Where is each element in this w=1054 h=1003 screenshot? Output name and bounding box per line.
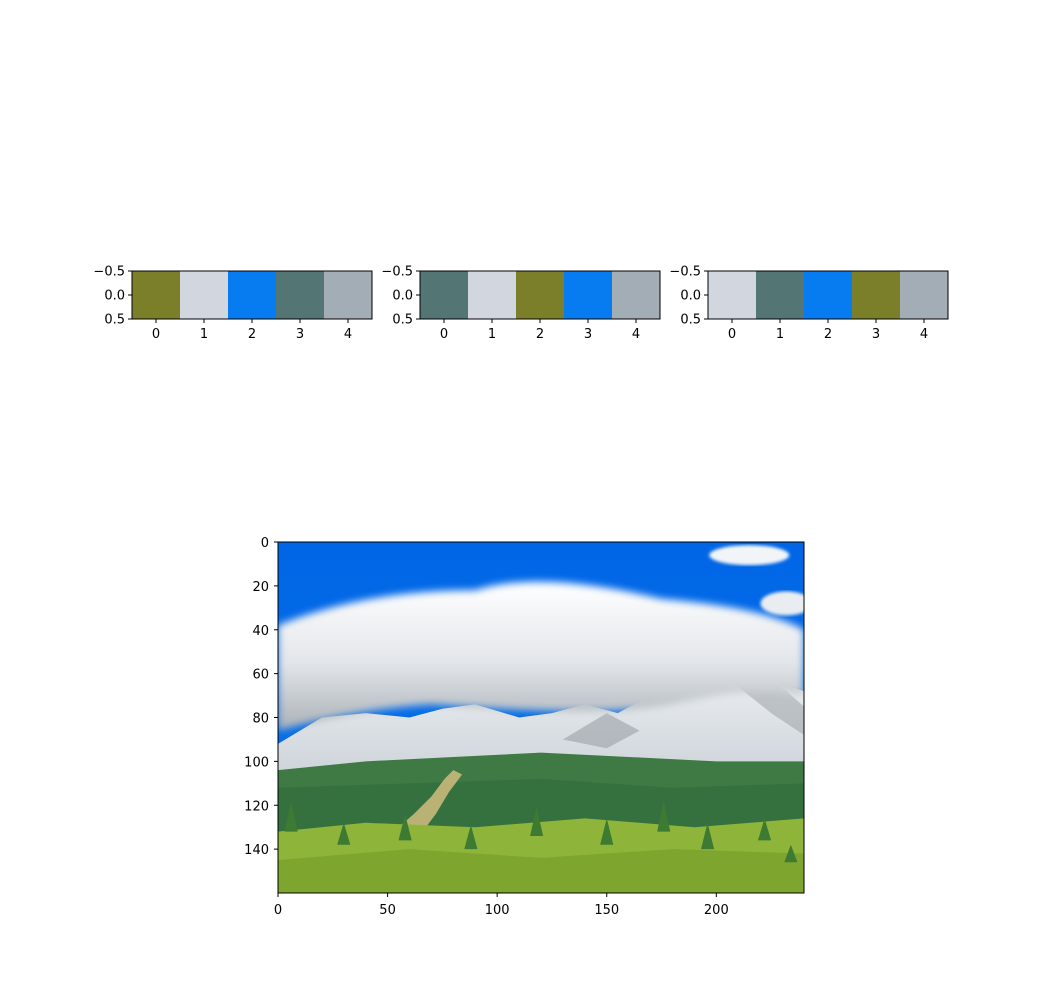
image-ticks: 0 50 100 150 200 0 20 40 60 80 100 120 140 (244, 536, 805, 918)
x-tick-label: 2 (248, 327, 256, 342)
swatch-cell-1 (756, 271, 804, 319)
y-tick-label: 80 (252, 712, 269, 727)
y-tick-label: −0.5 (93, 265, 125, 280)
y-tick-label: 0.5 (104, 313, 125, 328)
x-tick-label: 3 (584, 327, 592, 342)
tree (530, 807, 544, 836)
swatch-cell-4 (324, 271, 372, 319)
tree (284, 800, 298, 832)
cloud-bank (278, 581, 804, 731)
swatch-cell-3 (276, 271, 324, 319)
y-tick-label: 40 (252, 624, 269, 639)
tree (657, 800, 671, 832)
y-tick-label: −0.5 (669, 265, 701, 280)
x-tick-label: 4 (344, 327, 352, 342)
meadow-near (278, 849, 804, 893)
x-tick-label: 50 (379, 903, 396, 918)
landscape-image-chart: 0 50 100 150 200 0 20 40 60 80 100 120 140 (244, 536, 805, 918)
x-tick-label: 200 (704, 903, 729, 918)
x-tick-label: 100 (485, 903, 510, 918)
x-tick-label: 2 (824, 327, 832, 342)
small-cloud (760, 591, 804, 616)
x-tick-label: 0 (152, 327, 160, 342)
x-tick-label: 0 (274, 903, 282, 918)
landscape-photo (278, 542, 804, 893)
swatch-cell-4 (900, 271, 948, 319)
x-tick-label: 2 (536, 327, 544, 342)
palette-chart-3: 0 1 2 3 4 −0.5 0.0 0.5 (669, 265, 949, 342)
small-cloud (709, 545, 790, 566)
swatch-cell-0 (420, 271, 468, 319)
tree (600, 818, 614, 845)
x-tick-label: 150 (594, 903, 619, 918)
swatch-cell-2 (516, 271, 564, 319)
y-tick-label: 140 (244, 843, 269, 858)
y-tick-label: 60 (252, 668, 269, 683)
tree (700, 822, 715, 850)
x-tick-label: 1 (488, 327, 496, 342)
palette-chart-1: 0 1 2 3 4 −0.5 0.0 0.5 (93, 265, 373, 342)
x-tick-label: 4 (920, 327, 928, 342)
palette-chart-2: 0 1 2 3 4 −0.5 0.0 0.5 (381, 265, 661, 342)
swatch-cell-2 (228, 271, 276, 319)
y-tick-label: 120 (244, 799, 269, 814)
tree (337, 822, 351, 845)
swatch-cell-1 (180, 271, 228, 319)
y-tick-label: 0 (261, 536, 269, 551)
swatch-cell-3 (852, 271, 900, 319)
trail (398, 770, 463, 832)
tree (784, 844, 798, 863)
rocky-ridge (562, 713, 640, 749)
y-tick-label: 0.0 (104, 289, 125, 304)
swatch-cell-2 (804, 271, 852, 319)
x-tick-label: 0 (440, 327, 448, 342)
x-tick-label: 3 (872, 327, 880, 342)
y-tick-label: 0.5 (680, 313, 701, 328)
swatch-cell-3 (564, 271, 612, 319)
swatch-cell-1 (468, 271, 516, 319)
swatch-cell-0 (708, 271, 756, 319)
y-tick-label: 0.0 (392, 289, 413, 304)
y-tick-label: 100 (244, 755, 269, 770)
x-tick-label: 3 (296, 327, 304, 342)
x-tick-label: 1 (776, 327, 784, 342)
y-tick-label: 0.0 (680, 289, 701, 304)
y-tick-label: 20 (252, 580, 269, 595)
y-tick-label: 0.5 (392, 313, 413, 328)
x-tick-label: 4 (632, 327, 640, 342)
x-tick-label: 0 (728, 327, 736, 342)
tree (398, 814, 412, 841)
x-tick-label: 1 (200, 327, 208, 342)
tree (757, 818, 772, 841)
swatch-cell-0 (132, 271, 180, 319)
tree (464, 824, 478, 850)
swatch-cell-4 (612, 271, 660, 319)
y-tick-label: −0.5 (381, 265, 413, 280)
